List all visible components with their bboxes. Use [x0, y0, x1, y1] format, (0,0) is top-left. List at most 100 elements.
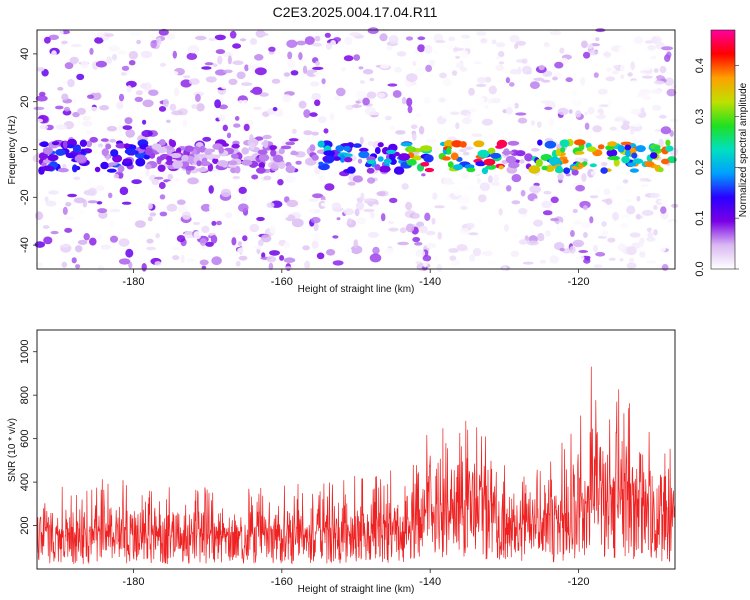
- spectrogram-cell: [384, 247, 395, 255]
- spectrogram-cell: [474, 97, 485, 103]
- spectrogram-cell: [568, 109, 573, 114]
- spectrogram-cell: [593, 244, 598, 253]
- spectrogram-cell: [626, 262, 637, 269]
- spectrogram-cell: [532, 126, 538, 135]
- spectrogram-cell: [392, 90, 402, 98]
- chart-title: C2E3.2025.004.17.04.R11: [273, 4, 438, 20]
- spectrogram-band-cell: [442, 156, 451, 161]
- spectrogram-band-cell: [423, 154, 434, 163]
- spectrogram-band-cell: [157, 156, 165, 161]
- spectrogram-cell: [468, 87, 475, 96]
- spectrogram-cell: [644, 40, 654, 44]
- spectrogram-cell: [218, 104, 228, 110]
- spectrogram-band-cell: [230, 153, 239, 159]
- spectrogram-cell: [558, 221, 563, 230]
- spectrogram-cell: [72, 97, 77, 105]
- spectrogram-band-cell: [383, 158, 392, 164]
- spectrogram-cell: [162, 224, 171, 230]
- spectrogram-cell: [156, 37, 162, 46]
- spectrogram-cell: [99, 105, 110, 111]
- spectrogram-cell: [286, 199, 299, 208]
- spectrogram-cell: [653, 68, 659, 73]
- spectrogram-cell: [172, 246, 183, 251]
- spectrogram-cell: [177, 205, 188, 213]
- spectrogram-cell: [232, 229, 245, 235]
- spectrogram-cell: [601, 221, 607, 227]
- spectrogram-x-tick-label: -180: [122, 276, 144, 288]
- spectrogram-cell: [505, 106, 513, 115]
- spectrogram-cell: [233, 123, 241, 128]
- spectrogram-cell: [479, 182, 491, 191]
- spectrogram-cell: [338, 47, 343, 52]
- spectrogram-cell: [482, 250, 493, 257]
- spectrogram-band-cell: [106, 168, 117, 173]
- spectrogram-cells: [32, 27, 679, 273]
- spectrogram-cell: [266, 202, 275, 209]
- spectrogram-cell: [449, 255, 457, 261]
- spectrogram-x-tick-label: -120: [568, 276, 590, 288]
- spectrogram-cell: [565, 173, 571, 177]
- spectrogram-cell: [214, 99, 222, 109]
- spectrogram-cell: [87, 106, 100, 116]
- spectrogram-cell: [522, 65, 532, 75]
- spectrogram-cell: [559, 47, 565, 54]
- spectrogram-cell: [410, 124, 418, 129]
- spectrogram-cell: [647, 232, 654, 239]
- spectrogram-cell: [108, 192, 113, 199]
- spectrogram-cell: [601, 229, 609, 237]
- spectrogram-cell: [530, 120, 536, 126]
- spectrogram-cell: [98, 211, 108, 219]
- spectrogram-cell: [223, 69, 233, 74]
- spectrogram-cell: [347, 218, 353, 225]
- spectrogram-band-cell: [485, 165, 493, 170]
- spectrogram-cell: [97, 208, 108, 214]
- spectrogram-cell: [88, 187, 97, 196]
- spectrogram-cell: [617, 243, 626, 252]
- spectrogram-cell: [83, 115, 92, 121]
- spectrogram-cell: [557, 173, 564, 181]
- spectrogram-cell: [140, 83, 148, 89]
- spectrogram-cell: [451, 260, 461, 266]
- spectrogram-cell: [412, 236, 421, 243]
- spectrogram-band-cell: [323, 150, 336, 157]
- spectrogram-band-cell: [366, 167, 375, 174]
- spectrogram-cell: [62, 109, 72, 116]
- snr-series-line: [36, 366, 676, 565]
- spectrogram-cell: [309, 208, 316, 213]
- spectrogram-band-cell: [172, 160, 184, 169]
- spectrogram-cell: [204, 62, 214, 66]
- spectrogram-cell: [256, 216, 265, 222]
- spectrogram-cell: [104, 33, 115, 37]
- spectrogram-cell: [425, 173, 437, 181]
- spectrogram-band-cell: [309, 144, 316, 152]
- spectrogram-cell: [490, 97, 501, 104]
- spectrogram-cell: [327, 124, 336, 133]
- spectrogram-cell: [166, 70, 179, 76]
- spectrogram-cell: [183, 75, 191, 79]
- spectrogram-cell: [455, 61, 464, 69]
- spectrogram-cell: [595, 252, 606, 257]
- spectrogram-cell: [141, 129, 153, 138]
- spectrogram-cell: [652, 36, 658, 45]
- spectrogram-cell: [576, 255, 585, 261]
- spectrogram-cell: [490, 181, 501, 187]
- spectrogram-cell: [73, 197, 86, 204]
- spectrogram-cell: [397, 241, 409, 246]
- spectrogram-cell: [277, 179, 284, 186]
- spectrogram-cell: [540, 100, 552, 104]
- spectrogram-cell: [629, 127, 635, 135]
- spectrogram-cell: [260, 234, 272, 243]
- spectrogram-cell: [578, 250, 589, 253]
- spectrogram-cell: [228, 101, 236, 108]
- spectrogram-cell: [237, 247, 249, 255]
- spectrogram-band-cell: [661, 158, 670, 165]
- spectrogram-cell: [626, 246, 637, 256]
- spectrogram-cell: [347, 181, 356, 186]
- spectrogram-band-cell: [544, 140, 557, 149]
- spectrogram-cell: [595, 37, 600, 42]
- spectrogram-cell: [109, 138, 117, 143]
- spectrogram-cell: [308, 198, 319, 202]
- spectrogram-cell: [315, 60, 320, 66]
- spectrogram-cell: [100, 244, 112, 250]
- spectrogram-band-cell: [420, 145, 433, 152]
